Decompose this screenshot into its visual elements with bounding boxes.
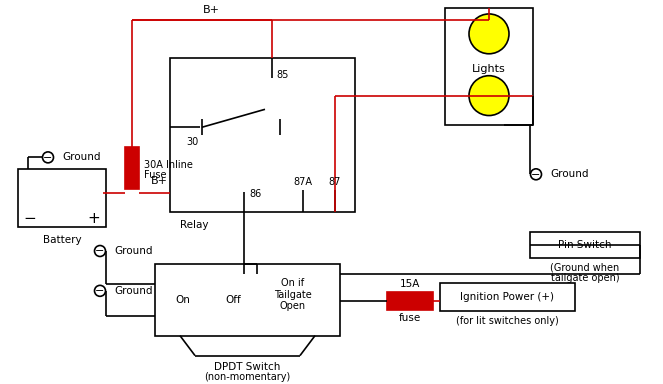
Text: Lights: Lights xyxy=(472,64,506,74)
Text: Off: Off xyxy=(225,295,241,305)
Text: Fuse: Fuse xyxy=(144,170,166,180)
Text: B+: B+ xyxy=(151,176,168,186)
Circle shape xyxy=(469,14,509,54)
Text: (for lit switches only): (for lit switches only) xyxy=(456,316,559,326)
Text: +: + xyxy=(88,211,100,226)
Text: B+: B+ xyxy=(204,5,220,15)
Text: (Ground when: (Ground when xyxy=(550,263,620,273)
Text: 85: 85 xyxy=(276,70,289,80)
Text: (non-momentary): (non-momentary) xyxy=(204,371,290,382)
Text: Ground: Ground xyxy=(114,286,152,296)
Text: Pin Switch: Pin Switch xyxy=(558,240,612,250)
Text: Battery: Battery xyxy=(42,235,82,245)
Text: 87A: 87A xyxy=(294,177,313,187)
Text: Ground: Ground xyxy=(62,152,101,162)
Bar xyxy=(125,147,139,189)
Text: Ground: Ground xyxy=(114,246,152,256)
Text: DPDT Switch: DPDT Switch xyxy=(214,362,280,372)
Text: 15A: 15A xyxy=(400,279,420,289)
Text: −: − xyxy=(43,153,52,163)
Text: 86: 86 xyxy=(249,189,261,199)
Circle shape xyxy=(469,76,509,116)
Bar xyxy=(170,58,355,212)
Text: Relay: Relay xyxy=(180,220,208,230)
Bar xyxy=(445,8,533,126)
Bar xyxy=(530,232,640,258)
Text: fuse: fuse xyxy=(399,313,421,323)
Text: −: − xyxy=(24,211,36,226)
Text: 30A Inline: 30A Inline xyxy=(144,161,193,170)
Text: Ignition Power (+): Ignition Power (+) xyxy=(461,292,554,302)
Text: On if
Tailgate
Open: On if Tailgate Open xyxy=(274,278,312,311)
Text: tailgate open): tailgate open) xyxy=(551,273,619,283)
Bar xyxy=(155,264,340,336)
Text: −: − xyxy=(95,247,105,257)
Bar xyxy=(387,292,433,310)
Text: 87: 87 xyxy=(329,177,341,187)
Text: −: − xyxy=(95,286,105,296)
Text: Ground: Ground xyxy=(550,169,589,179)
Text: 30: 30 xyxy=(186,137,198,147)
Bar xyxy=(18,169,106,227)
Bar xyxy=(440,283,575,311)
Text: On: On xyxy=(176,295,190,305)
Text: −: − xyxy=(531,170,541,180)
